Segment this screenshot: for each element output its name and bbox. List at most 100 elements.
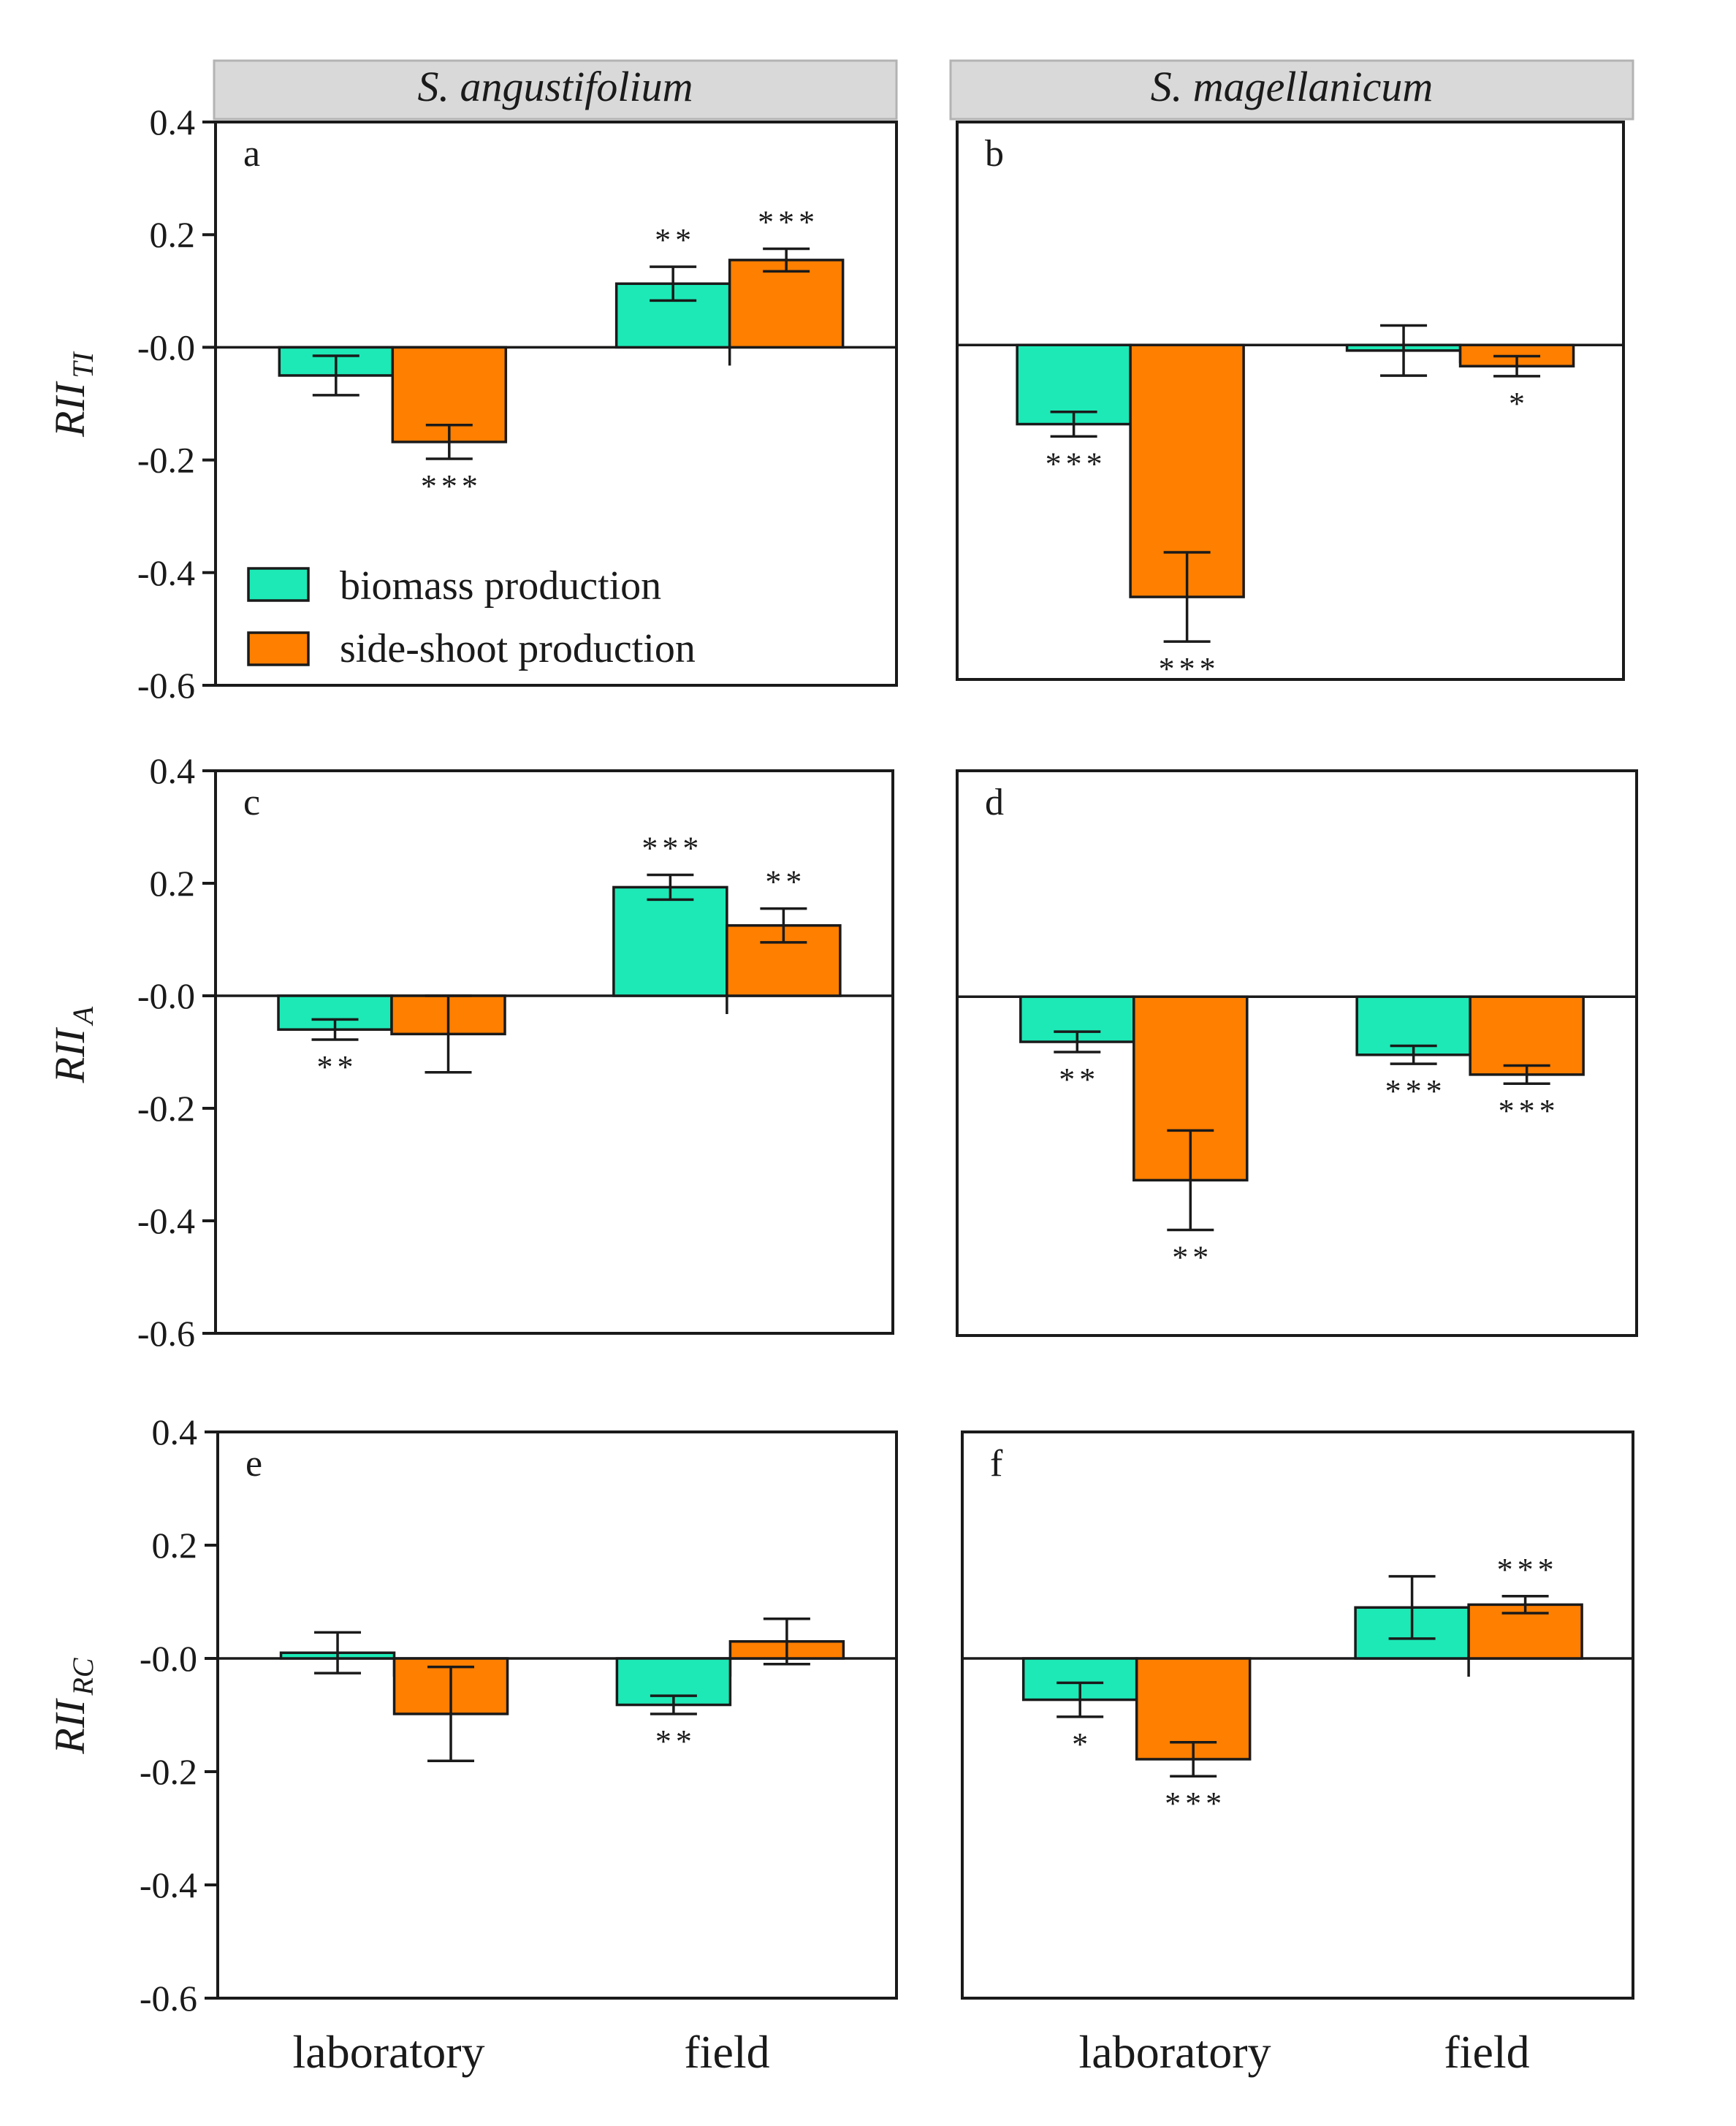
y-tick-label: 0.4 [150,750,196,791]
significance-label: ** [655,222,696,258]
header-right-text: S. magellanicum [1151,63,1434,110]
error-bar [1388,1574,1436,1640]
error-bar [763,1618,810,1666]
significance-label: *** [1159,651,1220,687]
significance-label: ** [317,1049,358,1085]
error-bar [1390,1044,1437,1065]
legend-swatch-biomass [247,567,310,602]
chart-panel-f: *******f [961,1430,1634,2000]
error-bar [425,424,473,460]
y-tick-label: -0.4 [137,552,195,593]
legend-label-sideshoot: side-shoot production [340,626,696,671]
error-bar [1163,551,1211,643]
error-bar [1057,1681,1104,1718]
significance-label: *** [1497,1552,1558,1588]
chart-panel-d: **********d [956,769,1638,1337]
significance-label: * [1072,1726,1092,1762]
panel-letter: b [985,133,1004,175]
y-tick-label: -0.2 [137,440,195,481]
x-category-right-laboratory: laboratory [1079,2026,1271,2078]
bar-d-field-sideshoot [1469,995,1585,1076]
bar-d-field-biomass [1355,995,1472,1056]
significance-label: *** [1499,1093,1560,1129]
y-tick-label: -0.2 [140,1751,197,1792]
panel-letter: f [990,1443,1003,1485]
error-bar [1054,1030,1101,1054]
chart-panel-c: 0.40.2-0.0-0.2-0.4-0.6*******c [137,750,894,1354]
y-tick-label: -0.6 [137,1313,195,1354]
header-right: S. magellanicum [949,59,1634,121]
y-tick-label: -0.4 [140,1864,197,1905]
plot-frame [956,769,1638,1337]
legend-swatch-sideshoot [247,631,310,666]
plot-frame [961,1430,1634,2000]
error-bar [1050,411,1097,438]
y-tick-label: -0.6 [140,1978,197,2019]
bar-c-field-biomass [612,885,728,997]
significance-label: *** [1046,446,1107,481]
y-tick-label: 0.4 [150,102,196,142]
header-left: S. angustifolium [213,59,898,121]
error-bar [650,265,697,302]
significance-label: ** [765,864,806,900]
x-category-left-laboratory: laboratory [293,2026,485,2078]
significance-label: *** [758,204,819,240]
y-tick-label: -0.2 [137,1088,195,1129]
plot-frame [214,769,894,1335]
plot-frame [216,1430,898,2000]
error-bar [650,1694,697,1715]
legend: biomass production side-shoot production [247,563,696,671]
error-bar [312,354,359,397]
y-axis-label-row2: RIIA [46,1006,99,1083]
y-tick-label: -0.0 [137,975,195,1016]
significance-label: *** [421,468,482,504]
error-bar [760,907,807,944]
chart-panel-e: 0.4 0.2 -0.0 -0.2 -0.4 -0.6 ** e [140,1411,898,2019]
error-bar [425,994,472,1074]
bar-a-field-sideshoot [728,259,845,349]
plot-frame [214,121,898,687]
error-bar [427,1665,475,1763]
significance-label: *** [642,830,703,866]
error-bar [1170,1740,1217,1778]
y-tick-label: -0.6 [137,665,195,706]
significance-label: *** [1165,1786,1226,1821]
y-tick-label: 0.4 [152,1411,198,1452]
significance-label: ** [1059,1062,1100,1097]
panel-letter: c [243,782,260,823]
error-bar [1380,324,1428,377]
y-axis-label-row3: RIIRC [46,1657,99,1754]
significance-label: *** [1385,1073,1447,1109]
y-axis-label-row1: RIITI [46,351,99,438]
panel-letter: d [985,782,1004,823]
error-bar [311,1018,359,1041]
y-tick-label: 0.2 [152,1525,198,1566]
significance-label: * [1509,386,1529,422]
error-bar [314,1631,362,1674]
x-category-left-field: field [684,2026,769,2078]
y-tick-label: 0.2 [150,863,196,904]
significance-label: ** [1172,1239,1213,1275]
header-left-text: S. angustifolium [417,63,693,110]
y-tick-label: -0.4 [137,1200,195,1241]
panel-letter: e [245,1443,262,1485]
error-bar [647,873,694,902]
error-bar [1493,354,1541,378]
chart-panel-a: 0.40.2-0.0-0.2-0.4-0.6********a [137,102,898,706]
bar-f-field-sideshoot [1467,1603,1583,1660]
panels: 0.40.2-0.0-0.2-0.4-0.6********a*******b0… [137,102,1638,2019]
chart-panel-b: *******b [956,121,1625,687]
legend-label-biomass: biomass production [340,563,661,609]
plot-frame [956,121,1625,681]
error-bar [1501,1595,1549,1615]
y-tick-label: 0.2 [150,214,196,255]
error-bar [1167,1129,1214,1232]
significance-label: ** [655,1723,696,1759]
y-tick-label: -0.0 [137,327,195,367]
error-bar [763,247,810,273]
panel-letter: a [243,133,260,175]
x-category-right-field: field [1444,2026,1529,2078]
error-bar [1503,1064,1550,1085]
y-tick-label: -0.0 [140,1638,197,1679]
